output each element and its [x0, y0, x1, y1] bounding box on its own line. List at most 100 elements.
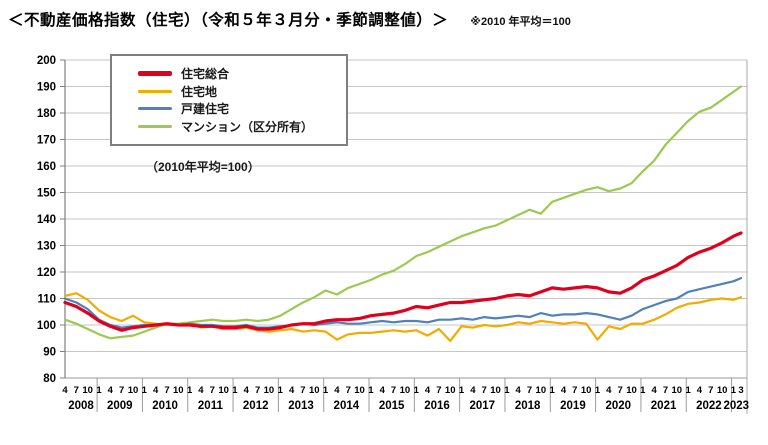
legend-line-swatch — [138, 124, 172, 128]
x-month-label: 4 — [153, 385, 159, 396]
series-line-kodate-jutaku — [63, 277, 743, 329]
x-month-label: 1 — [731, 385, 737, 396]
x-month-label: 4 — [606, 385, 612, 396]
x-month-label: 1 — [142, 385, 148, 396]
legend-item-kodate-jutaku: 戸建住宅 — [138, 100, 336, 117]
x-month-label: 7 — [300, 385, 305, 396]
legend-item-jutaku-sogo: 住宅総合 — [138, 65, 336, 82]
x-month-label: 4 — [289, 385, 295, 396]
x-month-label: 4 — [697, 385, 703, 396]
x-month-label: 1 — [640, 385, 646, 396]
x-month-label: 7 — [482, 385, 487, 396]
x-month-label: 4 — [425, 385, 431, 396]
x-month-label: 1 — [323, 385, 329, 396]
legend-item-label: 戸建住宅 — [181, 102, 230, 117]
y-tick-label: 80 — [43, 373, 56, 385]
x-year-label: 2021 — [651, 400, 677, 412]
x-month-label: 7 — [119, 385, 124, 396]
x-month-label: 10 — [354, 385, 365, 396]
x-month-label: 4 — [380, 385, 386, 396]
x-month-label: 7 — [708, 385, 713, 396]
page-title: ＜不動産価格指数（住宅）（令和５年３月分・季節調整値）＞ — [8, 12, 449, 29]
x-month-label: 4 — [62, 385, 68, 396]
x-year-label: 2014 — [334, 400, 360, 412]
x-month-label: 7 — [346, 385, 351, 396]
x-year-label: 2009 — [107, 400, 133, 412]
x-month-label: 1 — [685, 385, 691, 396]
x-month-label: 10 — [672, 385, 683, 396]
x-month-label: 4 — [516, 385, 522, 396]
base-year-note: ※2010 年平均＝100 — [470, 16, 571, 28]
y-tick-label: 140 — [37, 214, 56, 226]
x-month-label: 10 — [490, 385, 501, 396]
y-tick-label: 110 — [37, 294, 56, 306]
chart-header: ＜不動産価格指数（住宅）（令和５年３月分・季節調整値）＞ ※2010 年平均＝1… — [8, 8, 571, 30]
x-month-label: 10 — [173, 385, 184, 396]
y-tick-label: 190 — [37, 82, 56, 94]
x-year-label: 2023 — [723, 400, 749, 412]
legend-line-swatch — [138, 107, 172, 111]
legend-line-swatch — [138, 89, 172, 93]
x-month-label: 10 — [128, 385, 139, 396]
x-year-label: 2018 — [515, 400, 541, 412]
x-month-label: 1 — [459, 385, 465, 396]
x-month-label: 1 — [96, 385, 102, 396]
x-month-label: 4 — [108, 385, 114, 396]
x-month-label: 4 — [198, 385, 204, 396]
y-tick-label: 160 — [37, 161, 56, 173]
y-tick-label: 130 — [37, 241, 56, 253]
x-month-label: 4 — [334, 385, 340, 396]
x-month-label: 7 — [391, 385, 396, 396]
x-year-label: 2022 — [696, 400, 722, 412]
y-tick-label: 170 — [37, 135, 56, 147]
x-month-label: 1 — [232, 385, 238, 396]
legend-item-jutakuchi: 住宅地 — [138, 83, 336, 100]
x-month-label: 1 — [414, 385, 420, 396]
x-month-label: 4 — [470, 385, 476, 396]
x-month-label: 1 — [550, 385, 556, 396]
x-month-label: 1 — [278, 385, 284, 396]
series-line-jutaku-sogo — [63, 231, 743, 332]
x-month-label: 7 — [572, 385, 577, 396]
y-tick-label: 200 — [37, 55, 56, 67]
legend-item-label: マンション（区分所有） — [181, 119, 314, 134]
x-month-label: 10 — [82, 385, 93, 396]
x-month-label: 10 — [218, 385, 229, 396]
x-month-label: 10 — [581, 385, 592, 396]
x-year-label: 2016 — [424, 400, 450, 412]
legend-item-mansion: マンション（区分所有） — [138, 118, 336, 135]
x-year-label: 2020 — [605, 400, 631, 412]
x-month-label: 10 — [626, 385, 637, 396]
legend-line-swatch — [138, 71, 172, 76]
x-year-label: 2013 — [288, 400, 314, 412]
x-month-label: 7 — [210, 385, 215, 396]
x-month-label: 4 — [651, 385, 657, 396]
x-month-label: 10 — [309, 385, 320, 396]
x-year-label: 2010 — [152, 400, 178, 412]
legend-item-label: 住宅地 — [181, 84, 218, 99]
y-tick-label: 100 — [37, 320, 56, 332]
x-month-label: 3 — [738, 385, 743, 396]
legend-base-note: （2010年平均=100） — [146, 160, 260, 174]
x-month-label: 4 — [244, 385, 250, 396]
x-month-label: 7 — [255, 385, 260, 396]
x-month-label: 1 — [504, 385, 510, 396]
x-month-label: 10 — [400, 385, 411, 396]
x-month-label: 10 — [264, 385, 275, 396]
x-month-label: 7 — [436, 385, 441, 396]
x-month-label: 1 — [595, 385, 601, 396]
chart-legend: 住宅総合住宅地戸建住宅マンション（区分所有） — [110, 54, 348, 146]
x-year-label: 2011 — [198, 400, 224, 412]
x-month-label: 1 — [187, 385, 193, 396]
x-month-label: 1 — [368, 385, 374, 396]
x-year-label: 2017 — [470, 400, 496, 412]
x-year-label: 2012 — [243, 400, 269, 412]
x-year-label: 2015 — [379, 400, 405, 412]
x-month-label: 7 — [527, 385, 532, 396]
x-month-label: 7 — [618, 385, 623, 396]
x-year-label: 2008 — [68, 400, 94, 412]
x-month-label: 10 — [536, 385, 547, 396]
x-month-label: 7 — [663, 385, 668, 396]
x-month-label: 10 — [717, 385, 728, 396]
